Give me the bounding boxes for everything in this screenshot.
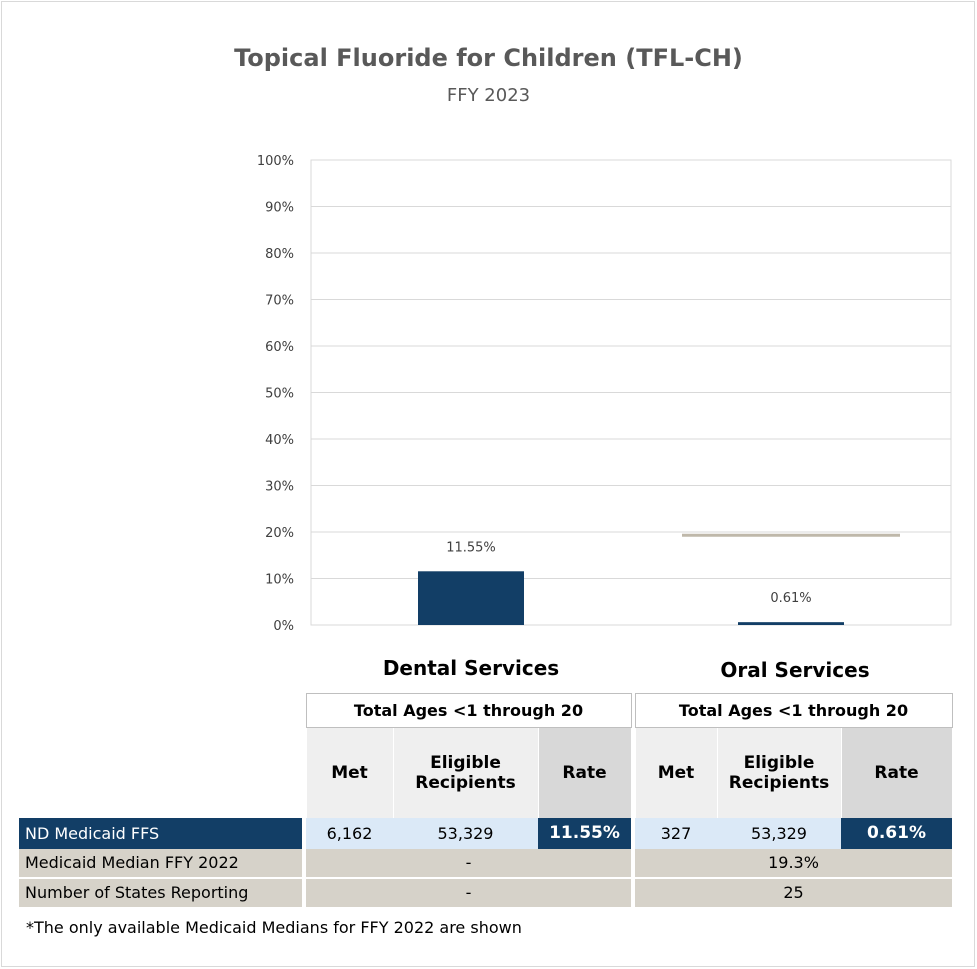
footnote: *The only available Medicaid Medians for…	[26, 918, 522, 937]
dental-eligible-header: Eligible Recipients	[392, 727, 539, 818]
bar-chart: 0% 10% 20% 30% 40% 50% 60% 70% 80% 90% 100% 11.55% 0…	[257, 154, 952, 634]
oral-met-value: 327	[635, 817, 717, 849]
dental-rate-header: Rate	[537, 727, 632, 818]
dental-met-header: Met	[305, 727, 394, 818]
table-header-row: Met Eligible Recipients Rate Met Eligibl…	[19, 727, 953, 818]
dental-median-value: -	[306, 848, 631, 879]
table-row-ffs: ND Medicaid FFS 6,162 53,329 11.55% 327 …	[19, 817, 952, 849]
oral-rate-header: Rate	[840, 727, 953, 818]
chart-subtitle: FFY 2023	[446, 85, 531, 106]
y-tick-label: 10%	[265, 573, 294, 588]
y-tick-label: 0%	[273, 619, 294, 634]
oral-eligible-value: 53,329	[717, 817, 841, 849]
table-row-states: Number of States Reporting - 25	[19, 877, 952, 907]
bar	[418, 571, 524, 625]
y-tick-label: 30%	[265, 480, 294, 495]
y-tick-label: 70%	[265, 294, 294, 309]
dental-states-value: -	[306, 877, 631, 907]
dental-rate-value: 11.55%	[538, 817, 631, 849]
y-tick-label: 20%	[265, 526, 294, 541]
y-tick-label: 100%	[257, 154, 294, 169]
bar-data-label: 11.55%	[446, 540, 496, 555]
oral-met-header: Met	[634, 727, 718, 818]
oral-states-value: 25	[635, 877, 952, 907]
dental-age-header: Total Ages <1 through 20	[305, 693, 632, 728]
row-label-median: Medicaid Median FFY 2022	[19, 848, 302, 879]
category-label-oral: Oral Services	[720, 658, 870, 682]
row-label-ffs: ND Medicaid FFS	[19, 817, 302, 849]
y-tick-label: 90%	[265, 201, 294, 216]
category-label-dental: Dental Services	[382, 656, 560, 680]
oral-age-header: Total Ages <1 through 20	[634, 693, 953, 728]
dental-met-value: 6,162	[306, 817, 393, 849]
y-tick-label: 80%	[265, 247, 294, 262]
row-label-states: Number of States Reporting	[19, 877, 302, 907]
y-tick-label: 50%	[265, 387, 294, 402]
bar	[738, 622, 844, 625]
data-table: Total Ages <1 through 20 Total Ages <1 t…	[19, 693, 953, 907]
y-tick-label: 40%	[265, 433, 294, 448]
dental-eligible-value: 53,329	[393, 817, 538, 849]
bar-data-label: 0.61%	[770, 591, 811, 606]
chart-title: Topical Fluoride for Children (TFL-CH)	[234, 44, 743, 72]
table-group-row: Total Ages <1 through 20 Total Ages <1 t…	[19, 693, 953, 728]
oral-rate-value: 0.61%	[841, 817, 952, 849]
oral-median-value: 19.3%	[635, 848, 952, 879]
table-row-median: Medicaid Median FFY 2022 - 19.3%	[19, 848, 952, 879]
oral-eligible-header: Eligible Recipients	[716, 727, 842, 818]
y-tick-label: 60%	[265, 340, 294, 355]
